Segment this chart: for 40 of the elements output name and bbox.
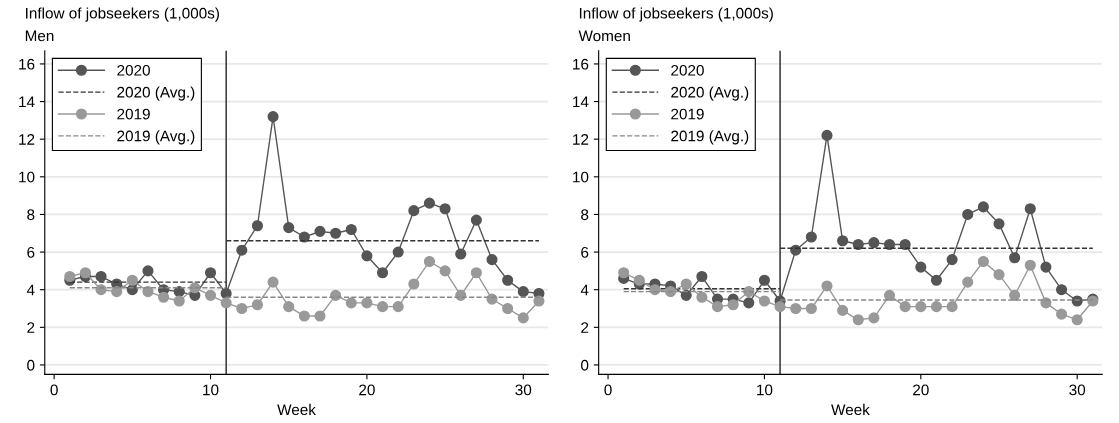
- x-tick-label: 10: [757, 384, 773, 396]
- legend-label: 2020 (Avg.): [671, 86, 749, 101]
- y-tick-label: 4: [580, 284, 589, 296]
- x-tick-label: 0: [50, 384, 58, 396]
- x-axis-title: Week: [277, 403, 316, 416]
- x-tick-label: 0: [604, 384, 612, 396]
- legend-label: 2020: [671, 64, 704, 76]
- legend-label: 2019 (Avg.): [117, 130, 195, 145]
- y-tick-label: 10: [19, 171, 35, 183]
- y-tick-label: 8: [581, 209, 589, 221]
- y-tick-label: 2: [27, 322, 35, 333]
- y-tick-label: 0: [27, 359, 35, 371]
- y-tick-label: 14: [573, 96, 589, 108]
- y-tick-label: 14: [19, 96, 35, 108]
- y-tick-label: 2: [581, 322, 589, 333]
- chart-title: Inflow of jobseekers (1,000s): [26, 7, 219, 22]
- x-tick-label: 30: [515, 384, 532, 396]
- y-tick-label: 0: [581, 359, 589, 371]
- y-tick-label: 6: [27, 246, 35, 258]
- y-tick-label: 6: [581, 246, 589, 258]
- chart-subtitle: Women: [578, 30, 630, 42]
- x-tick-label: 20: [913, 384, 929, 396]
- y-tick-label: 16: [19, 58, 35, 70]
- legend-label: 2020: [117, 64, 150, 76]
- chart-title: Inflow of jobseekers (1,000s): [579, 7, 773, 22]
- legend-label: 2019 (Avg.): [671, 130, 749, 145]
- y-tick-label: 12: [573, 134, 589, 145]
- x-tick-label: 30: [1069, 384, 1086, 396]
- chart-subtitle: Men: [25, 30, 54, 42]
- legend-label: 2019: [117, 108, 150, 120]
- x-tick-label: 20: [359, 384, 375, 396]
- x-tick-label: 10: [203, 384, 219, 396]
- y-tick-label: 12: [19, 134, 35, 145]
- legend-label: 2019: [671, 108, 704, 120]
- y-tick-label: 10: [573, 171, 589, 183]
- legend-label: 2020 (Avg.): [117, 86, 195, 101]
- x-axis-title: Week: [831, 403, 870, 416]
- y-tick-label: 8: [27, 209, 35, 221]
- y-tick-label: 4: [26, 284, 35, 296]
- y-tick-label: 16: [573, 58, 589, 70]
